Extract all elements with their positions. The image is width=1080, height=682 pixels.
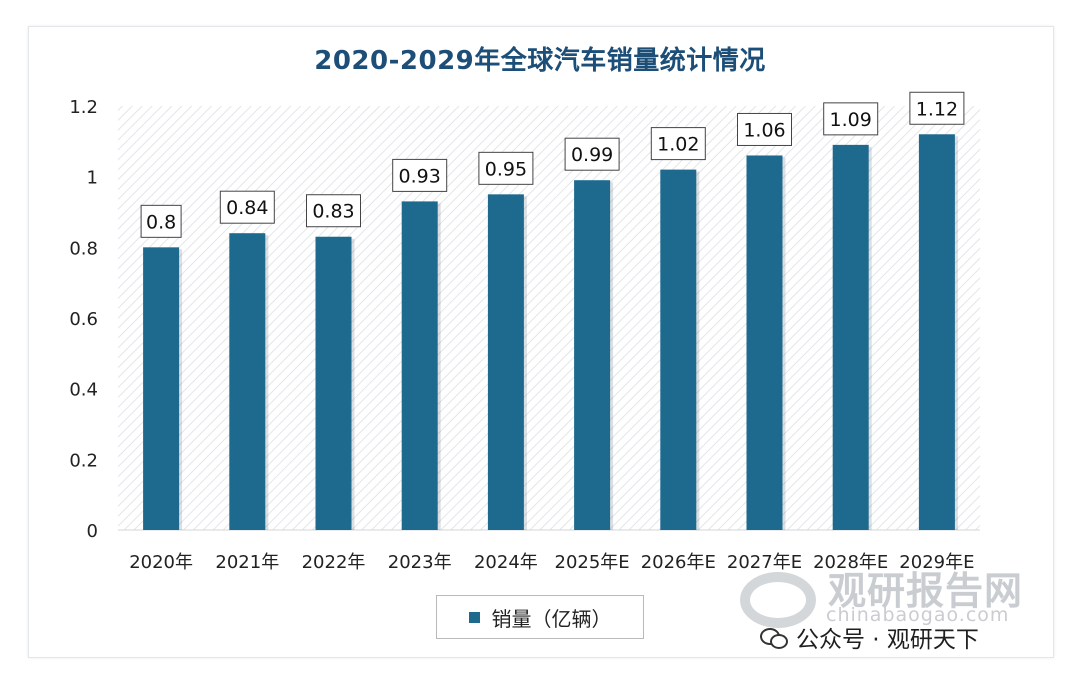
bar (315, 236, 352, 530)
y-tick-label: 1 (87, 168, 98, 189)
data-label-box (306, 194, 361, 228)
data-label-box (823, 102, 879, 136)
bar (574, 180, 611, 530)
data-label: 0.83 (312, 201, 354, 223)
data-label-box (140, 204, 182, 238)
y-tick-label: 0.8 (69, 238, 98, 259)
data-label-box (219, 190, 275, 224)
bar (143, 247, 180, 531)
bar (746, 155, 783, 530)
x-tick-label: 2021年 (215, 552, 279, 573)
data-label: 0.8 (146, 211, 176, 233)
data-label-box (392, 158, 448, 192)
data-label: 1.12 (916, 98, 958, 120)
legend-swatch (468, 611, 480, 623)
x-tick-label: 2026年E (641, 552, 716, 573)
legend: 销量（亿辆） (436, 595, 644, 639)
x-tick-label: 2028年E (813, 552, 888, 573)
y-axis: 0 0.2 0.4 0.6 0.8 1 1.2 (69, 97, 98, 542)
data-label-box (478, 151, 534, 185)
bar (918, 134, 955, 530)
y-tick-label: 0.6 (69, 309, 98, 330)
data-label: 0.93 (399, 165, 441, 187)
x-tick-label: 2022年 (302, 552, 366, 573)
data-label-box (909, 91, 965, 125)
watermark-corner-sub: chinabaogao.com (826, 604, 1010, 626)
chart-title: 2020-2029年全球汽车销量统计情况 (314, 46, 766, 76)
x-axis: 2020年 2021年 2022年 2023年 2024年 2025年E 2026年E 202… (118, 529, 980, 573)
y-tick-label: 1.2 (69, 97, 98, 118)
x-tick-label: 2029年E (899, 552, 974, 573)
data-labels: 0.8 0.84 0.83 0.93 0.95 0.99 1.02 1.06 1.09 1.12 (140, 91, 965, 238)
bar (660, 169, 697, 530)
y-tick-label: 0 (87, 521, 98, 542)
data-label: 1.06 (743, 119, 785, 141)
y-tick-label: 0.4 (69, 380, 98, 401)
x-tick-label: 2023年 (388, 552, 452, 573)
x-tick-label: 2024年 (474, 552, 538, 573)
wechat-text: 公众号 · 观研天下 (796, 627, 979, 653)
data-label: 0.84 (226, 197, 268, 219)
bar (229, 233, 266, 530)
legend-label: 销量（亿辆） (491, 606, 612, 631)
data-label: 1.02 (657, 134, 699, 156)
data-label: 0.95 (485, 158, 527, 180)
watermark-corner-text: 观研报告网 (828, 569, 1024, 613)
bars (143, 134, 958, 531)
data-label-box (564, 137, 620, 171)
x-tick-label: 2020年 (129, 552, 193, 573)
x-tick-label: 2027年E (727, 552, 802, 573)
wechat-footer: 公众号 · 观研天下 (760, 620, 979, 654)
data-label: 0.99 (571, 144, 613, 166)
x-tick-label: 2025年E (555, 552, 630, 573)
watermark-corner-logo-icon (740, 572, 816, 628)
bar (487, 194, 524, 531)
wechat-icon (760, 626, 788, 649)
data-label-box (650, 127, 706, 161)
data-label: 1.09 (830, 109, 872, 131)
bar (401, 201, 438, 530)
data-label-box (737, 112, 792, 146)
bar (832, 144, 869, 530)
y-tick-label: 0.2 (69, 450, 98, 471)
